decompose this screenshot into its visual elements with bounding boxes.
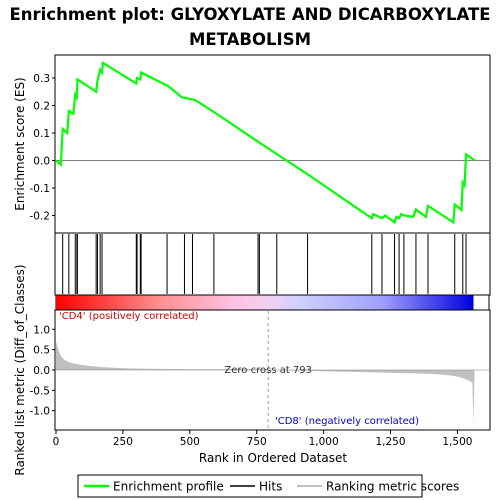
metric-y-tick-label: 1.0 — [33, 324, 50, 336]
es-y-tick-label: 0.2 — [33, 101, 50, 113]
metric-y-tick-label: -0.5 — [30, 385, 51, 397]
es-y-tick-label: -0.2 — [30, 211, 51, 223]
chart-title-line-1: Enrichment plot: GLYOXYLATE AND DICARBOX… — [9, 5, 490, 24]
es-panel-frame — [54, 54, 491, 234]
legend-enrichment-label: Enrichment profile — [113, 480, 224, 494]
legend-hits-label: Hits — [259, 480, 282, 494]
es-y-tick-label: 0.1 — [33, 128, 50, 140]
hits-panel-frame — [54, 232, 491, 296]
metric-y-tick-label: 0.0 — [33, 365, 50, 377]
metric-y-ticks: -1.0 -0.5 0.0 0.5 1.0 — [30, 324, 55, 418]
x-tick-label: 1,250 — [375, 436, 405, 448]
zero-cross-label: Zero cross at 793 — [224, 365, 312, 376]
x-tick-label: 1,500 — [442, 436, 472, 448]
negative-correlation-label: 'CD8' (negatively correlated) — [275, 416, 419, 427]
es-y-axis-title: Enrichment score (ES) — [13, 77, 27, 210]
x-axis-ticks: 0 250 500 750 1,000 1,250 1,500 — [53, 430, 472, 448]
positive-correlation-label: 'CD4' (positively correlated) — [59, 311, 199, 322]
chart-title-line-2: METABOLISM — [189, 30, 311, 49]
x-tick-label: 500 — [180, 436, 200, 448]
metric-y-axis-title: Ranked list metric (Diff_of_Classes) — [13, 264, 27, 475]
x-axis-title: Rank in Ordered Dataset — [199, 451, 347, 465]
enrichment-profile-line — [55, 60, 476, 225]
metric-y-tick-label: -1.0 — [30, 406, 51, 418]
hit-markers — [62, 234, 467, 294]
es-y-tick-label: -0.1 — [30, 183, 51, 195]
x-tick-label: 250 — [113, 436, 133, 448]
x-tick-label: 750 — [247, 436, 267, 448]
x-tick-label: 1,000 — [309, 436, 339, 448]
es-y-tick-label: 0.3 — [33, 73, 50, 85]
es-y-ticks: -0.2 -0.1 0.0 0.1 0.2 0.3 — [30, 73, 55, 223]
es-y-tick-label: 0.0 — [33, 156, 50, 168]
legend-metric-label: Ranking metric scores — [326, 480, 459, 494]
ranking-color-bar — [56, 295, 474, 310]
x-tick-label: 0 — [53, 436, 60, 448]
metric-y-tick-label: 0.5 — [33, 345, 50, 357]
